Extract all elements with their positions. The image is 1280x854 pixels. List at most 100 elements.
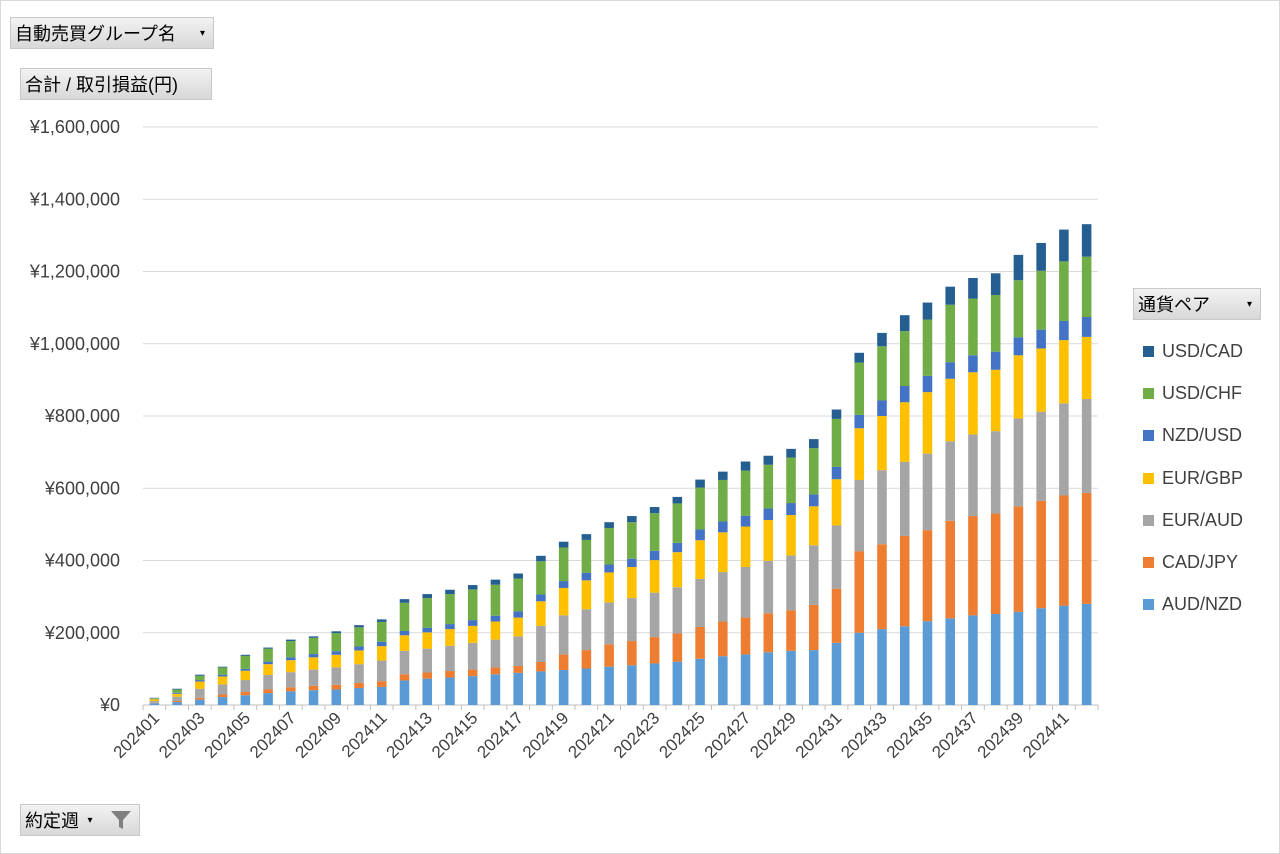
bar-segment-eur-aud: [581, 609, 592, 651]
bar-segment-usd-cad: [195, 674, 205, 676]
bar-segment-eur-gbp: [240, 670, 251, 681]
bar-segment-usd-chf: [627, 522, 637, 559]
bar-segment-cad-jpy: [740, 617, 751, 655]
bar-segment-usd-chf: [649, 513, 660, 551]
bar-segment-nzd-usd: [331, 651, 342, 655]
bar-segment-eur-gbp: [581, 580, 592, 610]
bar-segment-usd-cad: [308, 636, 319, 638]
bar-segment-eur-aud: [1036, 411, 1046, 501]
legend-item: EUR/AUD: [1143, 499, 1243, 541]
legend-swatch: [1143, 345, 1154, 357]
bar-segment-cad-jpy: [445, 671, 455, 678]
bar-segment-nzd-usd: [604, 564, 614, 573]
bar-segment-eur-aud: [536, 625, 546, 663]
bar-segment-eur-gbp: [718, 532, 728, 573]
bar-segment-eur-gbp: [558, 587, 569, 616]
bar-segment-cad-jpy: [536, 662, 546, 672]
bar-segment-usd-cad: [763, 455, 774, 465]
bar-segment-eur-gbp: [854, 428, 865, 480]
bar-segment-cad-jpy: [922, 530, 933, 622]
bar-segment-nzd-usd: [877, 400, 887, 416]
bar-segment-usd-cad: [422, 594, 433, 599]
legend-label: NZD/USD: [1162, 425, 1242, 446]
bar-segment-eur-gbp: [376, 646, 387, 661]
bar-segment-cad-jpy: [467, 669, 478, 677]
bar-segment-eur-aud: [922, 453, 933, 531]
bar-segment-eur-gbp: [672, 552, 683, 588]
bar-segment-eur-gbp: [172, 693, 182, 697]
x-tick-label: 202407: [246, 708, 300, 762]
bar-segment-eur-gbp: [899, 402, 910, 462]
bar-segment-usd-chf: [445, 594, 455, 625]
x-tick-label: 202431: [792, 708, 846, 762]
group-name-filter-button[interactable]: 自動売買グループ名 ▾: [10, 17, 214, 49]
bar-segment-eur-gbp: [740, 526, 751, 568]
bar-segment-usd-cad: [467, 585, 478, 590]
bar-segment-usd-chf: [740, 470, 751, 516]
bar-segment-eur-aud: [945, 441, 955, 521]
bar-segment-usd-chf: [558, 547, 569, 582]
bar-segment-nzd-usd: [445, 624, 455, 630]
bar-segment-eur-gbp: [149, 699, 160, 702]
bar-segment-usd-chf: [1081, 256, 1092, 318]
bar-segment-usd-chf: [718, 479, 728, 522]
bar-segment-eur-gbp: [263, 664, 273, 676]
bar-segment-nzd-usd: [172, 692, 182, 694]
bar-segment-usd-chf: [945, 304, 955, 363]
bar-segment-cad-jpy: [968, 516, 978, 616]
bar-segment-eur-gbp: [649, 560, 660, 593]
x-tick-label: 202405: [201, 708, 255, 762]
bar-segment-aud-nzd: [808, 650, 819, 705]
bar-segment-usd-cad: [286, 639, 296, 642]
bar-segment-usd-chf: [240, 655, 251, 669]
y-tick-label: ¥800,000: [44, 406, 120, 426]
bar-segment-cad-jpy: [376, 681, 387, 687]
bar-segment-usd-chf: [672, 503, 683, 543]
bar-segment-usd-chf: [604, 527, 614, 565]
bar-segment-nzd-usd: [558, 581, 569, 588]
bar-segment-cad-jpy: [877, 544, 887, 630]
bar-segment-cad-jpy: [672, 633, 683, 662]
bar-segment-eur-aud: [445, 645, 455, 672]
y-tick-label: ¥600,000: [44, 478, 120, 498]
legend-item: NZD/USD: [1143, 415, 1243, 457]
bar-segment-eur-aud: [513, 636, 523, 666]
bar-segment-usd-cad: [217, 666, 228, 668]
bar-segment-usd-cad: [990, 273, 1001, 295]
bar-segment-eur-gbp: [808, 506, 819, 546]
bar-segment-nzd-usd: [649, 550, 660, 561]
bar-segment-cad-jpy: [240, 691, 251, 696]
bar-segment-eur-gbp: [217, 676, 228, 685]
legend-label: EUR/AUD: [1162, 509, 1244, 530]
bar-segment-eur-aud: [467, 642, 478, 670]
bar-segment-eur-gbp: [490, 621, 501, 640]
bar-segment-nzd-usd: [1013, 337, 1024, 356]
bar-segment-eur-aud: [968, 434, 978, 517]
bar-segment-aud-nzd: [376, 686, 387, 705]
bar-segment-cad-jpy: [808, 604, 819, 651]
bar-segment-usd-chf: [990, 294, 1001, 352]
bar-segment-usd-chf: [899, 331, 910, 387]
bar-segment-aud-nzd: [740, 654, 751, 705]
bar-segment-cad-jpy: [831, 588, 842, 643]
bar-segment-usd-cad: [786, 448, 796, 458]
legend-label: USD/CAD: [1162, 340, 1244, 361]
bar-segment-eur-aud: [331, 667, 342, 685]
value-field-button[interactable]: 合計 / 取引損益(円): [20, 68, 212, 100]
bar-segment-eur-aud: [240, 680, 251, 692]
currency-pair-filter-button[interactable]: 通貨ペア ▾: [1133, 288, 1261, 320]
bar-segment-usd-chf: [149, 698, 160, 699]
bar-segment-aud-nzd: [217, 697, 228, 705]
legend-item: USD/CHF: [1143, 372, 1243, 414]
x-tick-label: 202437: [928, 708, 982, 762]
settlement-week-filter-button[interactable]: 約定週 ▾: [20, 804, 140, 836]
x-tick-label: 202423: [610, 708, 664, 762]
bar-segment-nzd-usd: [308, 654, 319, 658]
bar-segment-aud-nzd: [536, 671, 546, 705]
bar-segment-nzd-usd: [968, 355, 978, 373]
x-tick-label: 202429: [746, 708, 800, 762]
bar-segment-eur-gbp: [922, 392, 933, 454]
bar-segment-nzd-usd: [1081, 317, 1092, 337]
bar-segment-eur-aud: [376, 660, 387, 682]
